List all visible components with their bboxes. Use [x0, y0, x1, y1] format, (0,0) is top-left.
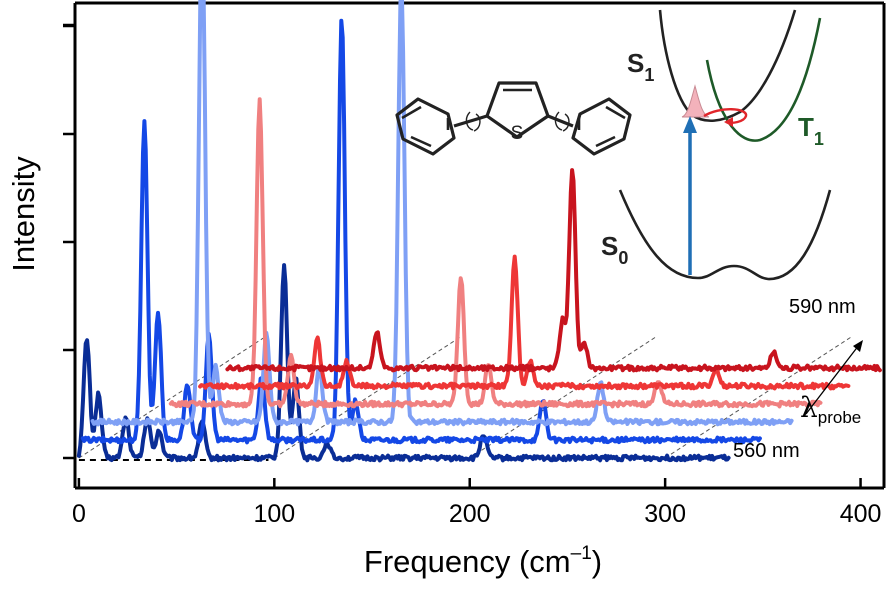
x-axis-ticks: 0 100 200 300 400: [72, 478, 881, 528]
x-tick-label: 100: [253, 500, 295, 528]
guide-line: [469, 335, 658, 459]
x-tick-label: 200: [449, 500, 491, 528]
s1-potential-curve: [658, 9, 797, 122]
series-line-5: [225, 168, 882, 373]
x-axis-label: Frequency (cm–1): [364, 543, 602, 579]
x-tick-label: 300: [644, 500, 686, 528]
guide-line: [274, 335, 463, 459]
y-axis-ticks: [63, 23, 75, 460]
wavepacket-shape: [681, 84, 710, 118]
left-rotation-icon: [465, 111, 481, 132]
s0-state-label: S0: [601, 231, 628, 268]
energy-diagram: [618, 9, 832, 281]
x-tick-label: 400: [840, 500, 882, 528]
series-line-3: [168, 97, 823, 409]
series-line-2: [90, 0, 794, 427]
thiophene-ring: [485, 81, 550, 139]
t1-potential-curve: [705, 17, 822, 142]
probe-wavelength-label: λprobe: [800, 391, 861, 427]
series-line-1: [80, 18, 762, 445]
right-phenyl-ring: [571, 97, 632, 156]
series-label-590nm: 590 nm: [789, 296, 856, 318]
probe-direction-arrow: [805, 340, 863, 415]
t1-state-label: T1: [798, 112, 824, 149]
series-label-560nm: 560 nm: [733, 440, 800, 462]
left-phenyl-ring: [395, 97, 456, 156]
series-line-0: [76, 263, 731, 463]
series-layer: [76, 0, 882, 463]
molecule-structure: [395, 81, 632, 156]
series-line-4: [198, 254, 851, 391]
right-rotation-icon: [554, 111, 570, 132]
s0-potential-curve: [618, 189, 832, 281]
sulfur-atom-label: S: [511, 123, 524, 144]
y-axis-label: Intensity: [6, 156, 41, 272]
x-tick-label: 0: [72, 500, 86, 528]
s1-state-label: S1: [627, 48, 654, 85]
plot-frame: [73, 1, 886, 490]
